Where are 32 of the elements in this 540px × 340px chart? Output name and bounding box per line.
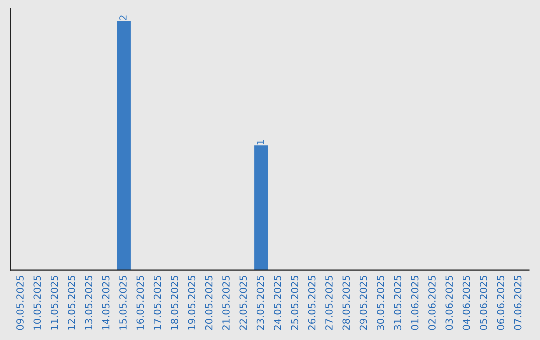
x-tick-label: 22.05.2025 [240, 276, 248, 330]
x-tick-label: 03.06.2025 [446, 276, 454, 330]
x-tick-label: 01.06.2025 [411, 276, 419, 330]
x-tick-label: 29.05.2025 [360, 276, 368, 330]
x-tick-label: 09.05.2025 [16, 276, 24, 330]
x-tick-label: 19.05.2025 [188, 276, 196, 330]
x-tick-label: 12.05.2025 [68, 276, 76, 330]
x-tick-label: 13.05.2025 [85, 276, 93, 330]
x-tick-label: 27.05.2025 [326, 276, 333, 330]
x-tick-label: 07.06.2025 [514, 276, 522, 330]
x-tick-label: 25.05.2025 [291, 276, 299, 330]
x-tick-label: 06.06.2025 [497, 276, 505, 330]
x-tick-label: 20.05.2025 [205, 276, 213, 330]
data-label: 1 [257, 140, 264, 145]
x-tick-label: 31.05.2025 [394, 276, 402, 330]
x-tick-label: 30.05.2025 [377, 276, 384, 330]
x-tick-label: 18.05.2025 [171, 276, 178, 330]
data-label: 2 [120, 16, 127, 20]
x-tick-label: 15.05.2025 [120, 276, 127, 330]
x-tick-label: 17.05.2025 [154, 276, 162, 330]
x-tick-label: 26.05.2025 [308, 276, 316, 330]
x-tick-label: 14.05.2025 [102, 276, 110, 330]
x-tick-label: 10.05.2025 [34, 276, 42, 330]
x-tick-label: 16.05.2025 [136, 276, 144, 330]
x-tick-label: 04.06.2025 [462, 276, 470, 330]
x-tick-label: 21.05.2025 [222, 276, 230, 330]
x-tick-label: 11.05.2025 [50, 276, 58, 330]
x-tick-label: 05.06.2025 [480, 276, 488, 330]
x-tick-label: 28.05.2025 [342, 276, 350, 330]
x-tick-label: 23.05.2025 [256, 276, 264, 330]
x-tick-label: 02.06.2025 [428, 276, 436, 330]
x-tick-label: 24.05.2025 [274, 276, 282, 330]
